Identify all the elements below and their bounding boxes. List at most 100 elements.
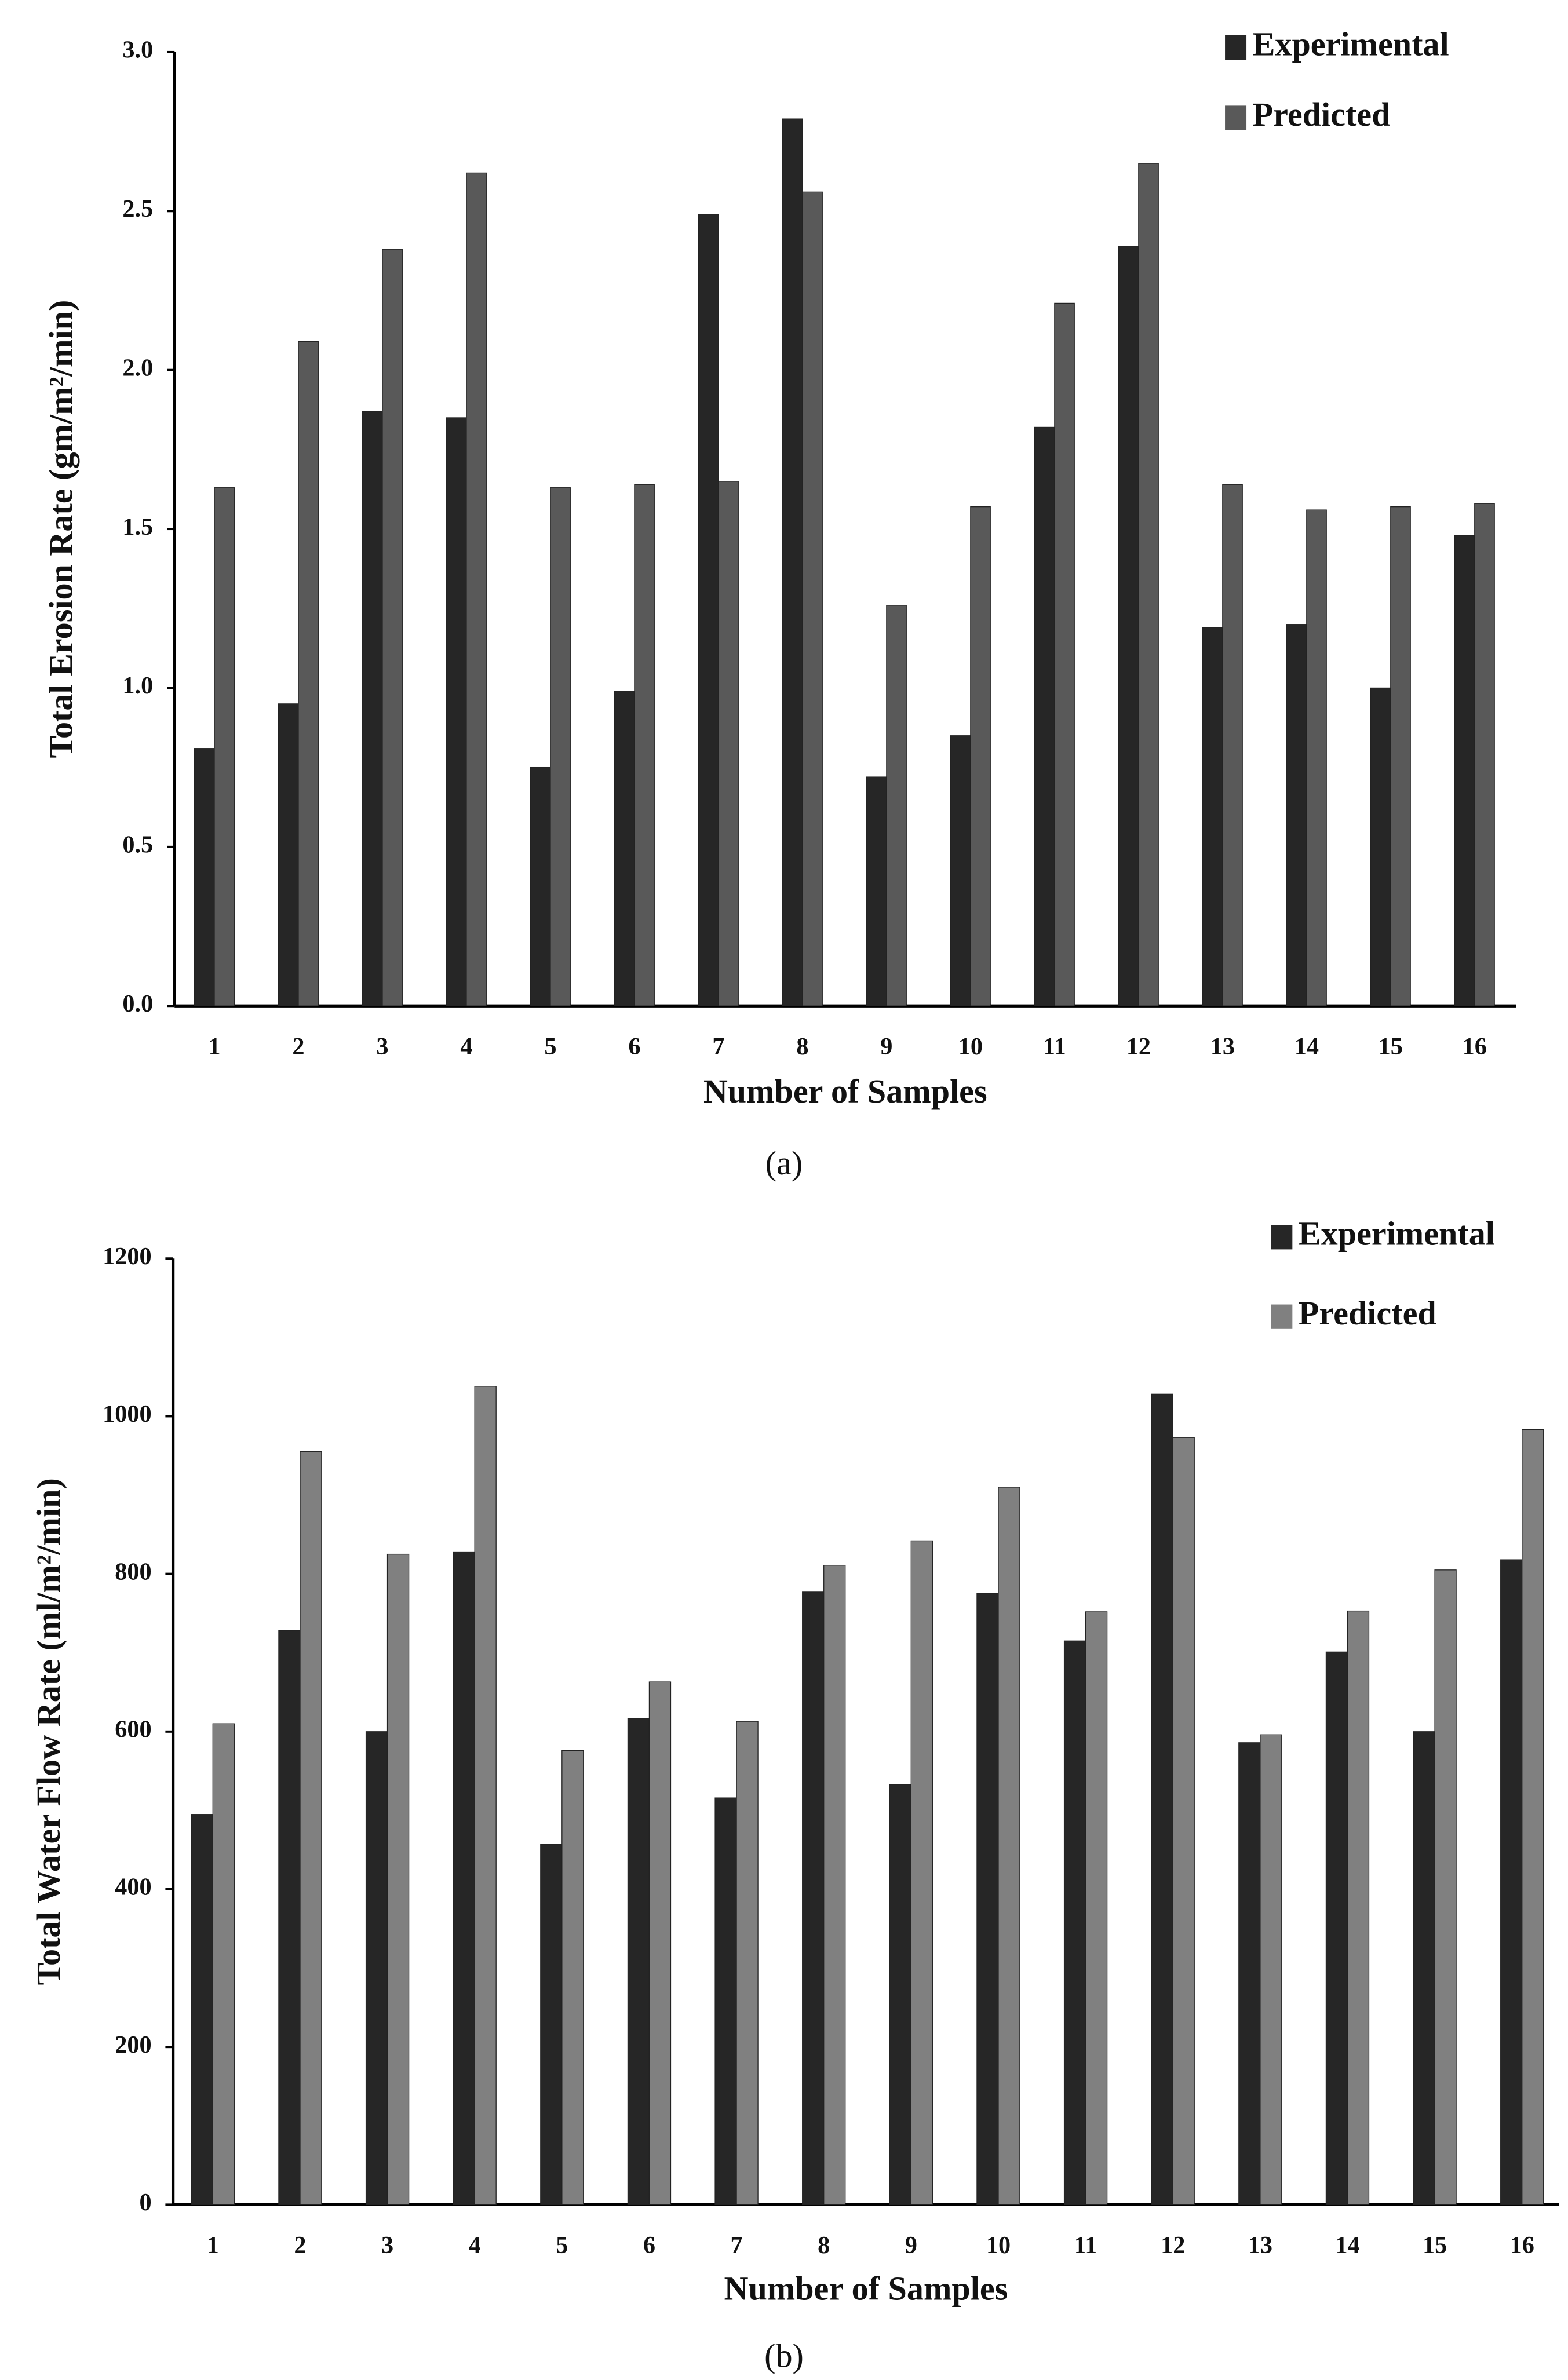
x-tick-label: 15: [1379, 1033, 1403, 1060]
bar: [1260, 1734, 1282, 2206]
bar: [976, 1593, 999, 2206]
x-tick-label: 2: [292, 1033, 304, 1060]
x-tick-label: 12: [1161, 2232, 1185, 2259]
legend-label: Predicted: [1299, 1294, 1436, 1332]
bar: [1118, 245, 1139, 1006]
legend-label: Predicted: [1253, 96, 1391, 133]
bar: [278, 1630, 301, 2206]
bar: [1151, 1393, 1173, 2206]
bar: [1286, 624, 1307, 1006]
x-tick-label: 5: [556, 2232, 568, 2259]
legend-swatch: [1225, 35, 1247, 60]
bar: [648, 1681, 672, 2206]
x-axis-title: Number of Samples: [724, 2269, 1008, 2307]
bar: [278, 703, 299, 1006]
bar: [802, 1591, 825, 2206]
legend-label: Experimental: [1299, 1215, 1495, 1253]
x-tick-label: 8: [818, 2232, 830, 2259]
bar: [1474, 503, 1495, 1006]
y-tick-label: 600: [115, 1716, 151, 1743]
bar: [474, 1386, 497, 2206]
x-tick-label: 13: [1210, 1033, 1235, 1060]
y-tick-label: 800: [115, 1558, 151, 1585]
bar: [718, 481, 739, 1006]
bar: [365, 1731, 388, 2206]
legend-swatch: [1271, 1304, 1293, 1329]
bar: [382, 249, 403, 1006]
x-tick-label: 1: [207, 2232, 219, 2259]
y-tick-label: 3.0: [122, 36, 153, 64]
bar: [386, 1553, 410, 2206]
y-tick-label: 0.5: [122, 831, 153, 859]
y-tick-label: 1.0: [122, 672, 153, 699]
bar: [1238, 1742, 1261, 2206]
x-tick-label: 16: [1510, 2232, 1534, 2259]
y-tick-label: 2.5: [122, 195, 153, 222]
bar: [561, 1750, 584, 2206]
bar: [886, 605, 907, 1006]
x-tick-label: 4: [469, 2232, 481, 2259]
bar: [453, 1551, 475, 2206]
x-tick-label: 10: [986, 2232, 1011, 2259]
y-tick-label: 2.0: [122, 354, 153, 381]
x-tick-label: 6: [628, 1033, 640, 1060]
x-tick-label: 16: [1463, 1033, 1487, 1060]
bar: [214, 487, 235, 1006]
bar: [191, 1814, 213, 2206]
x-tick-label: 12: [1126, 1033, 1151, 1060]
bar: [782, 118, 803, 1006]
bar: [1434, 1569, 1457, 2206]
x-tick-label: 11: [1043, 1033, 1066, 1060]
x-tick-label: 14: [1294, 1033, 1319, 1060]
y-tick-label: 1200: [103, 1243, 152, 1270]
bar: [1454, 535, 1475, 1006]
x-axis-title: Number of Samples: [703, 1072, 987, 1110]
y-tick-label: 400: [115, 1874, 151, 1901]
bar: [889, 1784, 911, 2206]
x-tick-label: 7: [731, 2232, 743, 2259]
y-tick-label: 0: [139, 2189, 151, 2216]
caption: (b): [764, 2337, 804, 2375]
y-axis-title: Total Water Flow Rate (ml/m²/min): [30, 1478, 67, 1985]
bar: [1085, 1611, 1108, 2206]
bar: [1370, 687, 1391, 1006]
bar: [446, 417, 467, 1006]
bar: [1347, 1610, 1370, 2206]
x-tick-label: 15: [1423, 2232, 1447, 2259]
bar: [466, 172, 487, 1006]
x-tick-label: 9: [905, 2232, 917, 2259]
bar: [998, 1487, 1020, 2206]
x-tick-label: 8: [796, 1033, 808, 1060]
x-tick-label: 11: [1074, 2232, 1097, 2259]
bar: [1522, 1429, 1544, 2206]
bar: [194, 748, 215, 1006]
x-tick-label: 7: [712, 1033, 724, 1060]
y-tick-label: 200: [115, 2031, 151, 2058]
x-tick-label: 2: [294, 2232, 306, 2259]
y-tick-label: 1.5: [122, 513, 153, 541]
bar: [1390, 506, 1411, 1006]
bar: [540, 1844, 563, 2206]
bar: [550, 487, 571, 1006]
x-tick-label: 14: [1335, 2232, 1359, 2259]
bar: [1500, 1559, 1523, 2206]
bar: [627, 1718, 650, 2206]
bar: [802, 191, 823, 1006]
x-tick-label: 3: [376, 1033, 388, 1060]
y-tick-label: 0.0: [122, 990, 153, 1017]
legend-swatch: [1225, 105, 1247, 130]
bar: [530, 766, 551, 1006]
bar: [1054, 302, 1075, 1006]
bar: [1138, 163, 1159, 1006]
bar: [910, 1540, 933, 2206]
caption: (a): [765, 1144, 803, 1182]
x-tick-label: 5: [544, 1033, 556, 1060]
y-tick-label: 1000: [103, 1400, 152, 1428]
bar: [714, 1797, 737, 2206]
y-axis-title: Total Erosion Rate (gm/m²/min): [42, 300, 79, 758]
bar: [1172, 1437, 1195, 2206]
bar: [212, 1723, 235, 2206]
legend-swatch: [1271, 1225, 1293, 1250]
bar: [698, 214, 719, 1006]
